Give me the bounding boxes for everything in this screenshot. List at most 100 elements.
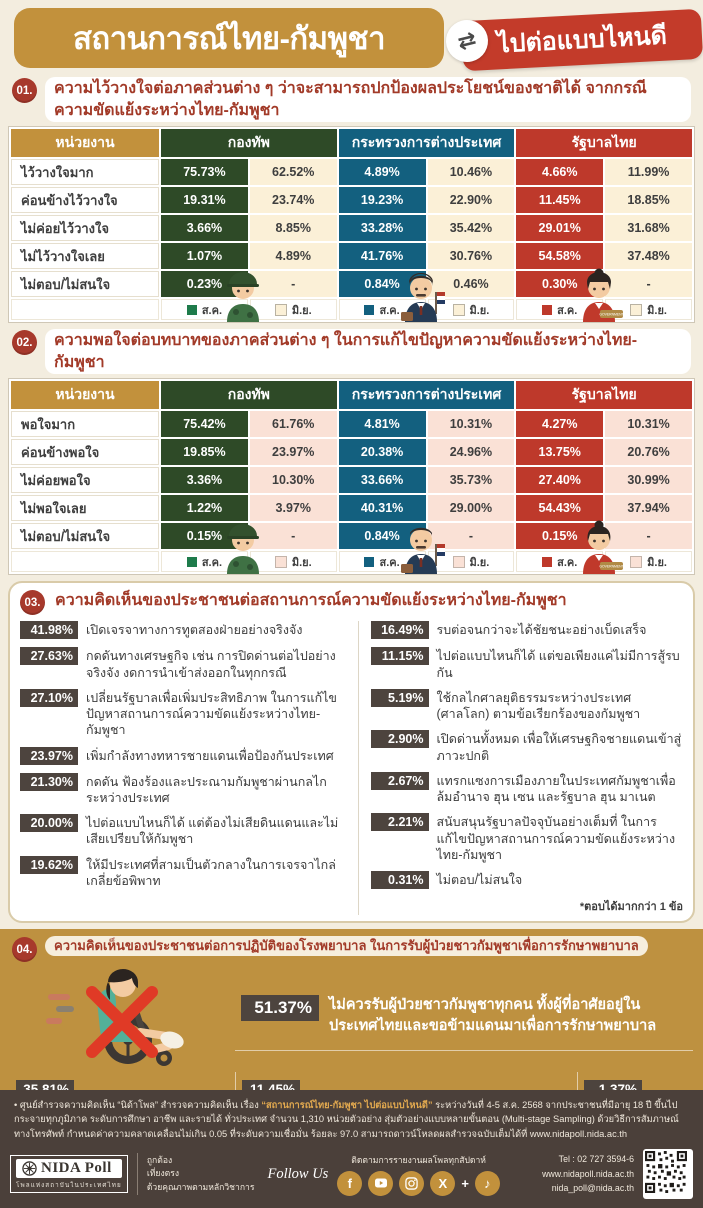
page-subtitle: ไปต่อแบบไหนดี (460, 8, 703, 72)
legend-jun: มิ.ย. (605, 299, 692, 321)
cell: 24.96% (427, 439, 515, 466)
cell: 0.84% (338, 523, 426, 550)
percentage-badge: 16.49% (370, 621, 429, 640)
methodology-post: ระหว่างวันที่ 4-5 ส.ค. 2568 จากประชาชนที… (14, 1099, 679, 1139)
opinion-text: ใช้กลไกศาลยุติธรรมระหว่างประเทศ (ศาลโลก)… (436, 690, 641, 722)
row-label: พอใจมาก (11, 411, 159, 438)
legend-jun: มิ.ย. (427, 299, 515, 321)
legend-label: ส.ค. (557, 556, 578, 569)
cell: 10.30% (249, 467, 337, 494)
social-caption: ติดตามการรายงานผลโพลทุกสัปดาห์ (351, 1154, 486, 1165)
opinion-item: 20.00% ไปต่อแบบไหนก็ได้ แต่ต้องไม่เสียดิน… (20, 814, 346, 848)
section-2-heading: 02. ความพอใจต่อบทบาทของภาคส่วนต่าง ๆ ในก… (12, 329, 691, 375)
footer: • ศูนย์สำรวจความคิดเห็น “นิด้าโพล” สำรวจ… (0, 1089, 703, 1208)
col-header-army: กองทัพ (161, 129, 337, 158)
section-4-title: ความคิดเห็นของประชาชนต่อการปฏิบัติของโรง… (45, 936, 648, 956)
cell: 29.00% (427, 495, 515, 522)
percentage-badge: 2.67% (370, 771, 429, 790)
cell: 31.68% (605, 215, 692, 242)
col-header-government: รัฐบาลไทย (516, 381, 692, 410)
section-1-title: ความไว้วางใจต่อภาคส่วนต่าง ๆ ว่าจะสามารถ… (45, 77, 691, 123)
row-label: ไม่ตอบ/ไม่สนใจ (11, 523, 159, 550)
cell: 30.76% (427, 243, 515, 270)
row-label: ไม่ไว้วางใจเลย (11, 243, 159, 270)
tiktok-icon[interactable]: ♪ (474, 1170, 500, 1196)
social-links: ติดตามการรายงานผลโพลทุกสัปดาห์ f X + ♪ (337, 1153, 500, 1196)
facebook-icon[interactable]: f (337, 1170, 363, 1196)
opinion-text: ให้มีประเทศที่สามเป็นตัวกลางในการเจรจาไก… (86, 857, 336, 888)
legend-aug: ส.ค. (161, 299, 248, 321)
cell: 75.42% (161, 411, 248, 438)
cell: 0.15% (161, 523, 248, 550)
cell: 19.23% (338, 187, 426, 214)
quality-claims: ถูกต้อง เที่ยงตรง ด้วยคุณภาพตามหลักวิชาก… (147, 1154, 255, 1194)
cell: 3.66% (161, 215, 248, 242)
cell: 37.94% (605, 495, 692, 522)
cell: 61.76% (249, 411, 337, 438)
legend-label: ส.ค. (201, 556, 222, 569)
legend-jun: มิ.ย. (427, 551, 515, 573)
legend-swatch (542, 304, 553, 315)
cell: 29.01% (516, 215, 604, 242)
opinion-text: ไม่ตอบ/ไม่สนใจ (436, 873, 523, 888)
instagram-icon[interactable] (399, 1170, 425, 1196)
methodology-survey-title: “สถานการณ์ไทย-กัมพูชา ไปต่อแบบไหนดี” (261, 1099, 433, 1110)
cell: 1.07% (161, 243, 248, 270)
x-icon[interactable]: X (430, 1170, 456, 1196)
cell: 18.85% (605, 187, 692, 214)
cell: 10.46% (427, 159, 515, 186)
cell: - (427, 523, 515, 550)
legend-label: มิ.ย. (647, 304, 667, 317)
legend-aug: ส.ค. (516, 299, 604, 321)
legend-swatch (274, 303, 287, 316)
percentage-badge: 20.00% (20, 814, 78, 833)
email-link[interactable]: nida_poll@nida.ac.th (551, 1183, 634, 1194)
opinion-text: กดดัน ฟ้องร้องและประณามกัมพูชาผ่านกลไกระ… (86, 774, 327, 805)
trust-table: หน่วยงาน กองทัพ กระทรวงการต่างประเทศ รัฐ… (8, 126, 695, 324)
section-2-title: ความพอใจต่อบทบาทของภาคส่วนต่าง ๆ ในการแก… (45, 329, 691, 375)
cell: 13.75% (516, 439, 604, 466)
methodology-note: • ศูนย์สำรวจความคิดเห็น “นิด้าโพล” สำรวจ… (0, 1090, 703, 1147)
cell: 1.22% (161, 495, 248, 522)
section-3-title: ความคิดเห็นของประชาชนต่อสถานการณ์ความขัด… (53, 589, 569, 613)
website-link[interactable]: www.nidapoll.nida.ac.th (542, 1168, 634, 1179)
opinion-item: 21.30% กดดัน ฟ้องร้องและประณามกัมพูชาผ่าน… (20, 772, 346, 807)
legend-swatch (364, 304, 375, 315)
legend-aug: ส.ค. (516, 551, 604, 573)
legend-swatch (452, 555, 465, 568)
multi-answer-footnote: *ตอบได้มากกว่า 1 ข้อ (579, 901, 683, 914)
section-3-heading: 03. ความคิดเห็นของประชาชนต่อสถานการณ์ควา… (20, 589, 683, 616)
cell: - (605, 523, 692, 550)
row-label: ไม่ค่อยไว้วางใจ (11, 215, 159, 242)
legend-aug: ส.ค. (338, 299, 426, 321)
cell: 54.58% (516, 243, 604, 270)
cell: - (249, 271, 337, 298)
row-label: ไม่ค่อยพอใจ (11, 467, 159, 494)
header: สถานการณ์ไทย-กัมพูชา ไปต่อแบบไหนดี ⇄ (10, 8, 703, 72)
phone-number: Tel : 02 727 3594-6 (558, 1153, 634, 1164)
col-header-army: กองทัพ (161, 381, 337, 410)
youtube-icon[interactable] (368, 1170, 394, 1196)
cell: 20.38% (338, 439, 426, 466)
methodology-pre: • ศูนย์สำรวจความคิดเห็น “นิด้าโพล” สำรวจ… (14, 1099, 262, 1110)
percentage-badge: 41.98% (20, 621, 78, 640)
page-title: สถานการณ์ไทย-กัมพูชา (14, 8, 444, 68)
opinions-left-column: 41.98% เปิดเจรจาทางการทูตสองฝ่ายอย่างจริง… (20, 621, 346, 915)
cell: 22.90% (427, 187, 515, 214)
percentage-badge: 2.90% (370, 730, 429, 749)
hospital-main-result: 51.37% ไม่ควรรับผู้ป่วยชาวกัมพูชาทุกคน ท… (235, 985, 693, 1051)
cell: 33.28% (338, 215, 426, 242)
legend-label: มิ.ย. (469, 556, 490, 569)
legend-label: มิ.ย. (647, 556, 667, 569)
row-label: ค่อนข้างพอใจ (11, 439, 159, 466)
cell: 19.31% (161, 187, 248, 214)
cell: 3.97% (249, 495, 337, 522)
legend-spacer (11, 299, 159, 321)
cell: 27.40% (516, 467, 604, 494)
opinion-item: 27.10% เปลี่ยนรัฐบาลเพื่อเพิ่มประสิทธิภาพ… (20, 688, 346, 739)
opinion-item: 27.63% กดดันทางเศรษฐกิจ เช่น การปิดด่านต่… (20, 647, 346, 681)
legend-label: ส.ค. (379, 304, 400, 317)
section-1-number-badge: 01. (12, 78, 37, 103)
legend-swatch (630, 303, 643, 316)
cell: 4.89% (249, 243, 337, 270)
